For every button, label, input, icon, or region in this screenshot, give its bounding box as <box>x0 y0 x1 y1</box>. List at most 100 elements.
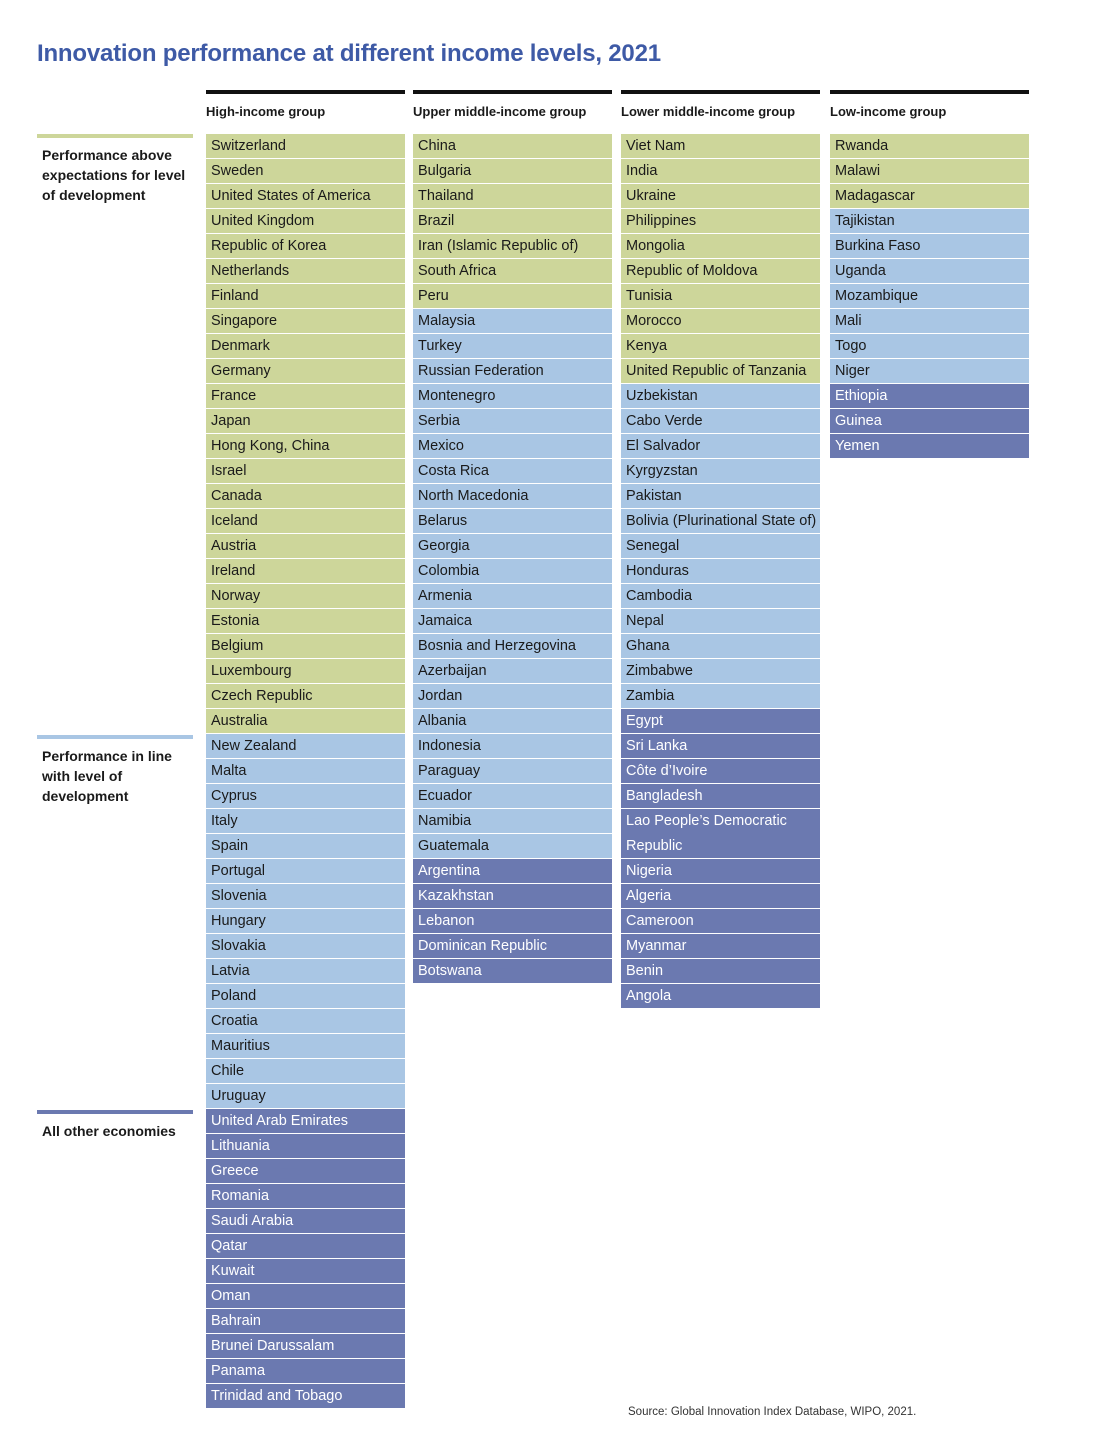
country-row: Qatar <box>206 1234 405 1259</box>
country-row: United Arab Emirates <box>206 1109 405 1134</box>
country-row: Estonia <box>206 609 405 634</box>
country-row: Armenia <box>413 584 612 609</box>
country-row: Portugal <box>206 859 405 884</box>
country-row: Czech Republic <box>206 684 405 709</box>
country-row: United Republic of Tanzania <box>621 359 820 384</box>
country-row: Canada <box>206 484 405 509</box>
country-row: Finland <box>206 284 405 309</box>
country-row: Poland <box>206 984 405 1009</box>
country-row: Oman <box>206 1284 405 1309</box>
country-row: Kuwait <box>206 1259 405 1284</box>
source-note: Source: Global Innovation Index Database… <box>628 1406 917 1418</box>
country-row: Morocco <box>621 309 820 334</box>
country-row: Bosnia and Herzegovina <box>413 634 612 659</box>
header-lower-middle-income: Lower middle-income group <box>621 90 820 134</box>
column-low-income: Rwanda Malawi Madagascar Tajikistan Burkina … <box>830 134 1029 459</box>
country-row: Netherlands <box>206 259 405 284</box>
country-row: Nepal <box>621 609 820 634</box>
country-row: Belarus <box>413 509 612 534</box>
country-row: Italy <box>206 809 405 834</box>
country-row: Ukraine <box>621 184 820 209</box>
country-row: Ghana <box>621 634 820 659</box>
country-row: Sri Lanka <box>621 734 820 759</box>
country-row: Ireland <box>206 559 405 584</box>
country-row: Georgia <box>413 534 612 559</box>
country-row: Malaysia <box>413 309 612 334</box>
country-row: Argentina <box>413 859 612 884</box>
country-row: Saudi Arabia <box>206 1209 405 1234</box>
country-row: Azerbaijan <box>413 659 612 684</box>
country-row: Paraguay <box>413 759 612 784</box>
country-row: Botswana <box>413 959 612 984</box>
country-row: Kyrgyzstan <box>621 459 820 484</box>
country-row: Mali <box>830 309 1029 334</box>
country-row: Malta <box>206 759 405 784</box>
country-row: Lao People’s Democratic Republic <box>621 809 820 859</box>
country-row: Ecuador <box>413 784 612 809</box>
country-row: Madagascar <box>830 184 1029 209</box>
country-row: Jordan <box>413 684 612 709</box>
country-row: Angola <box>621 984 820 1009</box>
country-row: Guatemala <box>413 834 612 859</box>
country-row: Nigeria <box>621 859 820 884</box>
country-row: Ethiopia <box>830 384 1029 409</box>
country-row: El Salvador <box>621 434 820 459</box>
country-row: Singapore <box>206 309 405 334</box>
country-row: Hungary <box>206 909 405 934</box>
country-row: Albania <box>413 709 612 734</box>
country-row: Uganda <box>830 259 1029 284</box>
country-row: Slovenia <box>206 884 405 909</box>
country-row: Croatia <box>206 1009 405 1034</box>
country-row: Bulgaria <box>413 159 612 184</box>
country-row: Belgium <box>206 634 405 659</box>
country-row: Philippines <box>621 209 820 234</box>
country-row: India <box>621 159 820 184</box>
country-row: Romania <box>206 1184 405 1209</box>
country-row: Bolivia (Plurinational State of) <box>621 509 820 534</box>
country-row: Republic of Korea <box>206 234 405 259</box>
country-row: Namibia <box>413 809 612 834</box>
country-row: Brazil <box>413 209 612 234</box>
country-row: United Kingdom <box>206 209 405 234</box>
country-row: Rwanda <box>830 134 1029 159</box>
country-row: Algeria <box>621 884 820 909</box>
country-row: Denmark <box>206 334 405 359</box>
header-low-income: Low-income group <box>830 90 1029 134</box>
page-title: Innovation performance at different inco… <box>37 40 661 67</box>
country-row: Hong Kong, China <box>206 434 405 459</box>
country-row: Slovakia <box>206 934 405 959</box>
country-row: Uzbekistan <box>621 384 820 409</box>
country-row: Mozambique <box>830 284 1029 309</box>
country-row: Chile <box>206 1059 405 1084</box>
country-row: Israel <box>206 459 405 484</box>
country-row: Luxembourg <box>206 659 405 684</box>
country-row: Peru <box>413 284 612 309</box>
country-row: Cyprus <box>206 784 405 809</box>
country-row: Cameroon <box>621 909 820 934</box>
country-row: Japan <box>206 409 405 434</box>
country-row: Uruguay <box>206 1084 405 1109</box>
legend-in-line: Performance in line with level of develo… <box>37 735 193 806</box>
column-high-income: Switzerland Sweden United States of Americ… <box>206 134 405 1409</box>
column-upper-middle-income: China Bulgaria Thailand Brazil Iran (Islamic… <box>413 134 612 984</box>
country-row: Lithuania <box>206 1134 405 1159</box>
country-row: Yemen <box>830 434 1029 459</box>
country-row: Egypt <box>621 709 820 734</box>
country-row: Tajikistan <box>830 209 1029 234</box>
country-row: Spain <box>206 834 405 859</box>
country-row: France <box>206 384 405 409</box>
country-row: Austria <box>206 534 405 559</box>
country-row: Republic of Moldova <box>621 259 820 284</box>
country-row: Dominican Republic <box>413 934 612 959</box>
column-lower-middle-income: Viet Nam India Ukraine Philippines Mongolia R… <box>621 134 820 1009</box>
country-row: Indonesia <box>413 734 612 759</box>
country-row: Zimbabwe <box>621 659 820 684</box>
country-row: Kazakhstan <box>413 884 612 909</box>
country-row: Tunisia <box>621 284 820 309</box>
country-row: Mauritius <box>206 1034 405 1059</box>
country-row: Turkey <box>413 334 612 359</box>
country-row: Honduras <box>621 559 820 584</box>
country-row: New Zealand <box>206 734 405 759</box>
country-row: Greece <box>206 1159 405 1184</box>
country-row: Lebanon <box>413 909 612 934</box>
